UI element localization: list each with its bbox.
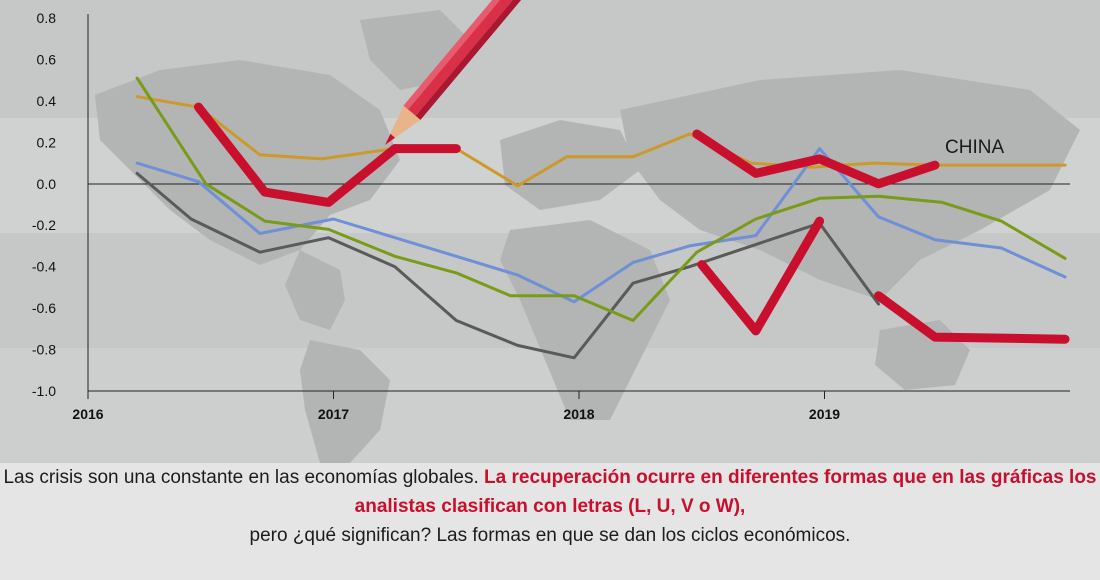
series-line-0 — [135, 95, 1067, 188]
y-tick-label: -0.4 — [32, 259, 56, 275]
chart-series — [135, 76, 1070, 360]
y-tick-label: 0.0 — [37, 176, 57, 192]
central-america-shape — [285, 250, 345, 330]
pencil-icon — [385, 0, 562, 145]
y-tick-label: 0.6 — [37, 51, 57, 67]
caption-question: pero ¿qué significan? Las formas en que … — [249, 525, 851, 546]
south-america-shape — [300, 340, 390, 463]
x-tick-labels: 2016 2017 2018 2019 — [72, 391, 840, 422]
series-line-3 — [135, 76, 1067, 322]
china-annotation: CHINA — [945, 137, 1004, 158]
caption-highlight: La recuperación ocurre en diferentes for… — [354, 467, 1097, 517]
africa-shape — [500, 220, 670, 420]
y-tick-label: 0.8 — [37, 10, 57, 26]
series-line-8 — [874, 291, 1070, 344]
y-tick-label: 0.4 — [37, 93, 57, 109]
series-line-1 — [135, 147, 1067, 304]
x-tick-label: 2016 — [72, 406, 103, 422]
caption-intro: Las crisis son una constante en las econ… — [3, 467, 485, 488]
europe-shape — [500, 120, 640, 210]
series-line-2 — [135, 171, 880, 360]
caption-box: Las crisis son una constante en las econ… — [0, 463, 1100, 580]
y-tick-labels: 0.8 0.6 0.4 0.2 0.0 -0.2 -0.4 -0.6 -0.8 -1.0 — [32, 10, 56, 399]
line-chart: 0.8 0.6 0.4 0.2 0.0 -0.2 -0.4 -0.6 -0.8 -1.0 2016… — [31, 0, 1080, 463]
series-line-6 — [692, 129, 940, 189]
x-tick-label: 2019 — [809, 406, 840, 422]
y-tick-label: -0.8 — [32, 342, 56, 358]
y-tick-label: -1.0 — [32, 383, 56, 399]
caption-text: Las crisis son una constante en las econ… — [0, 463, 1100, 550]
y-tick-label: -0.6 — [32, 300, 56, 316]
x-tick-label: 2017 — [318, 406, 349, 422]
series-line-7 — [697, 216, 825, 336]
north-america-shape — [95, 60, 400, 265]
world-map-illustration — [95, 10, 1080, 463]
y-tick-label: 0.2 — [37, 134, 57, 150]
series-line-4 — [194, 102, 400, 207]
x-tick-label: 2018 — [563, 406, 594, 422]
y-tick-label: -0.2 — [32, 217, 56, 233]
